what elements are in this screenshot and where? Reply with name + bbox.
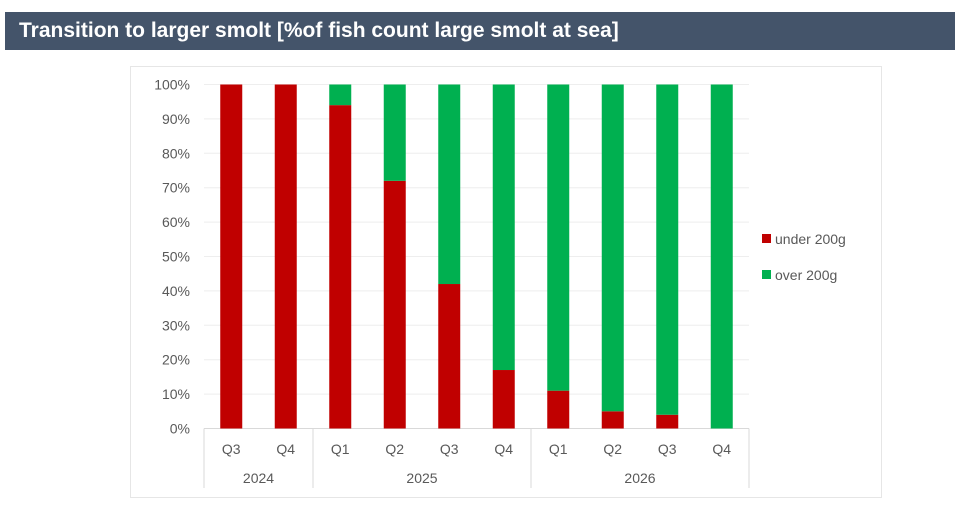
- bar-under-200g: [220, 84, 243, 429]
- bar-under-200g: [656, 414, 679, 429]
- x-tick-label: Q4: [494, 441, 513, 457]
- x-tick-label: Q2: [385, 441, 404, 457]
- y-tick-label: 90%: [162, 111, 190, 127]
- bar-under-200g: [547, 390, 570, 429]
- x-group-label: 2025: [406, 470, 437, 486]
- y-tick-label: 40%: [162, 283, 190, 299]
- bar-under-200g: [329, 105, 352, 429]
- legend-label: under 200g: [775, 231, 846, 247]
- bar-over-200g: [547, 84, 570, 391]
- legend-label: over 200g: [775, 267, 837, 283]
- y-tick-label: 70%: [162, 180, 190, 196]
- page-title: Transition to larger smolt [%of fish cou…: [5, 12, 955, 50]
- y-tick-label: 10%: [162, 386, 190, 402]
- bar-under-200g: [492, 370, 515, 429]
- x-tick-label: Q3: [658, 441, 677, 457]
- bar-over-200g: [601, 84, 624, 412]
- x-tick-label: Q2: [603, 441, 622, 457]
- bar-under-200g: [383, 180, 406, 429]
- legend-swatch: [762, 270, 771, 279]
- x-tick-label: Q4: [712, 441, 731, 457]
- x-group-label: 2024: [243, 470, 274, 486]
- bar-over-200g: [383, 84, 406, 181]
- y-tick-label: 80%: [162, 145, 190, 161]
- chart-frame: [130, 66, 882, 498]
- x-tick-label: Q1: [331, 441, 350, 457]
- y-tick-label: 100%: [154, 77, 190, 93]
- legend-swatch: [762, 234, 771, 243]
- x-group-label: 2026: [624, 470, 655, 486]
- bar-over-200g: [656, 84, 679, 415]
- y-tick-label: 20%: [162, 352, 190, 368]
- y-tick-label: 60%: [162, 214, 190, 230]
- bar-under-200g: [274, 84, 297, 429]
- y-tick-label: 50%: [162, 249, 190, 265]
- y-tick-label: 30%: [162, 317, 190, 333]
- bar-under-200g: [601, 411, 624, 429]
- y-tick-label: 0%: [170, 421, 190, 437]
- x-tick-label: Q3: [222, 441, 241, 457]
- bar-over-200g: [438, 84, 461, 285]
- x-tick-label: Q1: [549, 441, 568, 457]
- x-tick-label: Q4: [276, 441, 295, 457]
- bar-over-200g: [710, 84, 733, 429]
- bar-over-200g: [492, 84, 515, 371]
- bar-over-200g: [329, 84, 352, 106]
- bar-under-200g: [438, 284, 461, 429]
- x-tick-label: Q3: [440, 441, 459, 457]
